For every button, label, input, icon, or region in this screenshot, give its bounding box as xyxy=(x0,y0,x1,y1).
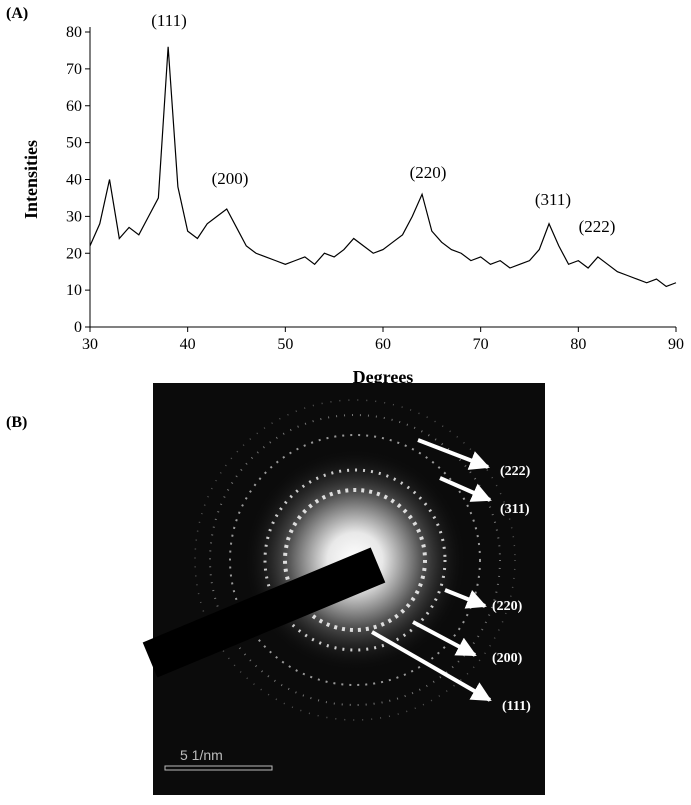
peak-label: (311) xyxy=(535,190,571,209)
rings xyxy=(194,399,516,721)
ring-label: (111) xyxy=(502,699,531,714)
data-line xyxy=(89,46,677,288)
x-tick-label: 40 xyxy=(180,336,196,353)
y-tick-label: 10 xyxy=(66,282,82,299)
x-tick-label: 80 xyxy=(570,336,586,353)
ring-label: (222) xyxy=(500,464,531,479)
beam-stop xyxy=(142,547,386,678)
x-tick-label: 70 xyxy=(473,336,489,353)
y-axis-label: Intensities xyxy=(21,140,41,219)
xrd-chart: 0 10 20 30 40 50 60 70 80 30 40 50 60 70 80 90 Degrees In… xyxy=(21,11,684,387)
y-tick-label: 20 xyxy=(66,245,82,262)
ring-label: (220) xyxy=(492,599,523,614)
x-tick-label: 90 xyxy=(668,336,684,353)
y-tick-label: 30 xyxy=(66,208,82,225)
peak-label: (200) xyxy=(212,169,249,188)
y-tick-label: 50 xyxy=(66,135,82,152)
panel-label: (A) xyxy=(6,5,28,22)
peak-label: (111) xyxy=(151,11,187,30)
panel-label: (B) xyxy=(6,414,27,431)
scale-bar xyxy=(164,765,273,771)
x-tick-label: 50 xyxy=(277,336,293,353)
ring-label: (311) xyxy=(500,502,530,517)
y-tick-label: 40 xyxy=(66,172,82,189)
y-tick-label: 70 xyxy=(66,61,82,78)
x-tick-label: 60 xyxy=(375,336,391,353)
ring-label: (200) xyxy=(492,651,523,666)
x-tick-label: 30 xyxy=(82,336,98,353)
peak-label: (222) xyxy=(579,217,616,236)
x-axis-label: Degrees xyxy=(353,367,414,387)
y-tick-label: 0 xyxy=(74,319,82,336)
peak-label: (220) xyxy=(410,163,447,182)
saed-image: (222) (311) (220) (200) (111) 5 1/nm xyxy=(142,383,545,795)
arrows xyxy=(371,438,492,702)
y-tick-label: 80 xyxy=(66,24,82,41)
y-tick-label: 60 xyxy=(66,98,82,115)
scale-bar-label: 5 1/nm xyxy=(180,747,223,763)
